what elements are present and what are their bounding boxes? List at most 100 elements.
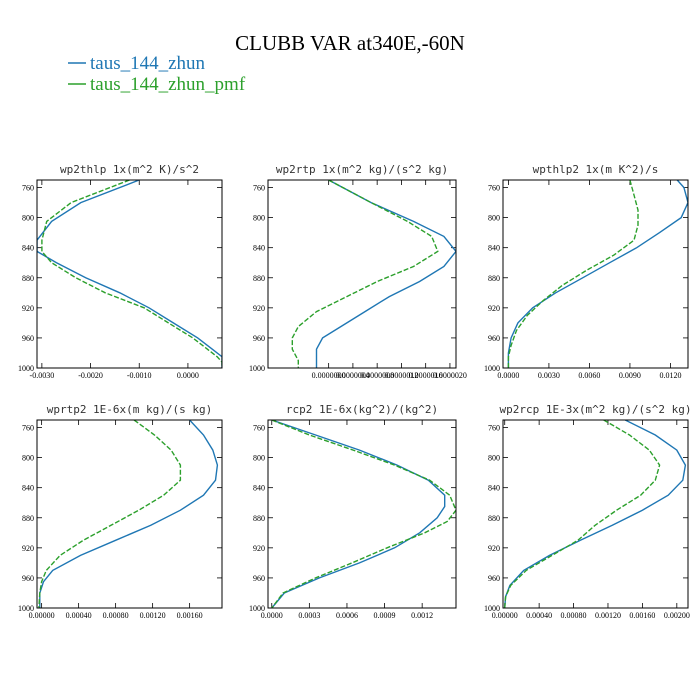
y-tick-label: 920 — [488, 304, 500, 313]
series-line-zhun — [315, 180, 456, 368]
y-tick-label: 800 — [488, 214, 500, 223]
legend-label-zhun: taus_144_zhun — [90, 53, 206, 74]
y-tick-label: 1000 — [18, 604, 34, 613]
y-tick-label: 1000 — [249, 364, 265, 373]
y-tick-label: 960 — [253, 334, 265, 343]
x-tick-label: 0.00080 — [561, 611, 587, 620]
y-tick-label: 920 — [488, 544, 500, 553]
plot-frame — [502, 179, 689, 369]
y-tick-label: 760 — [488, 184, 500, 193]
legend-label-zhun-pmf: taus_144_zhun_pmf — [90, 74, 246, 95]
series-line-zhun-pmf — [507, 180, 639, 368]
plot-frame — [267, 179, 457, 369]
x-tick-label: 0.00120 — [595, 611, 621, 620]
y-tick-label: 920 — [22, 544, 34, 553]
y-tick-label: 880 — [488, 514, 500, 523]
y-tick-label: 1000 — [484, 604, 500, 613]
x-tick-label: 0.0060 — [578, 371, 600, 380]
series-line-zhun-pmf — [271, 420, 456, 608]
x-tick-label: 0.0090 — [619, 371, 641, 380]
y-tick-label: 960 — [253, 574, 265, 583]
y-tick-label: 800 — [22, 454, 34, 463]
y-tick-label: 840 — [488, 484, 500, 493]
x-tick-label: 0.0012 — [411, 611, 433, 620]
panel-5: rcp2 1E-6x(kg^2)/(kg^2) 760 800 840 880 920 96… — [249, 403, 457, 620]
y-tick-label: 880 — [488, 274, 500, 283]
legend: taus_144_zhun taus_144_zhun_pmf — [68, 53, 246, 95]
y-tick-label: 880 — [22, 514, 34, 523]
x-tick-label: 0.0030 — [538, 371, 560, 380]
y-tick-label: 760 — [253, 184, 265, 193]
y-tick-label: 920 — [253, 544, 265, 553]
y-tick-label: 800 — [253, 214, 265, 223]
y-tick-label: 800 — [22, 214, 34, 223]
x-tick-label: 0.0006 — [336, 611, 358, 620]
panel-6: wp2rcp 1E-3x(m^2 kg)/(s^2 kg) 760 800 840 88… — [484, 403, 692, 620]
series-line-zhun — [504, 420, 687, 608]
y-tick-label: 880 — [253, 514, 265, 523]
y-tick-label: 960 — [488, 334, 500, 343]
y-tick-label: 800 — [488, 454, 500, 463]
y-tick-label: 800 — [253, 454, 265, 463]
series-line-zhun — [271, 420, 446, 608]
x-tick-label: -0.0020 — [78, 371, 103, 380]
x-tick-label: -0.0030 — [30, 371, 55, 380]
panel-1: wp2thlp 1x(m^2 K)/s^2 760 800 840 880 920 960 1… — [18, 163, 223, 380]
plot-frame — [267, 419, 457, 609]
panel-title: wp2thlp 1x(m^2 K)/s^2 — [60, 163, 199, 176]
series-line-zhun-pmf — [291, 180, 439, 368]
figure-title: CLUBB VAR at340E,-60N — [235, 31, 465, 55]
y-tick-label: 920 — [253, 304, 265, 313]
x-tick-label: 0.0000 — [497, 371, 519, 380]
y-tick-label: 840 — [22, 484, 34, 493]
y-tick-label: 840 — [488, 244, 500, 253]
x-tick-label: 0.0003 — [298, 611, 320, 620]
x-tick-label: 0.00120 — [140, 611, 166, 620]
panel-title: wp2rcp 1E-3x(m^2 kg)/(s^2 kg) — [499, 403, 691, 416]
x-tick-label: 0.0000012 — [384, 371, 418, 380]
series-line-zhun — [507, 180, 688, 368]
x-tick-label: 0.0009 — [374, 611, 396, 620]
y-tick-label: 880 — [253, 274, 265, 283]
series-line-zhun-pmf — [38, 420, 182, 608]
plot-frame — [36, 419, 223, 609]
panel-4: wprtp2 1E-6x(m kg)/(s kg) 760 800 840 880 920… — [18, 403, 223, 620]
x-tick-label: 0.0000 — [261, 611, 283, 620]
y-tick-label: 1000 — [249, 604, 265, 613]
y-tick-label: 920 — [22, 304, 34, 313]
y-tick-label: 760 — [488, 424, 500, 433]
panel-2: wp2rtp 1x(m^2 kg)/(s^2 kg) 760 800 840 880 92… — [249, 163, 467, 380]
series-line-zhun-pmf — [504, 420, 661, 608]
panel-title: wpthlp2 1x(m K^2)/s — [533, 163, 659, 176]
x-tick-label: 0.00200 — [664, 611, 690, 620]
y-tick-label: 960 — [488, 574, 500, 583]
y-tick-label: 1000 — [18, 364, 34, 373]
panel-title: wp2rtp 1x(m^2 kg)/(s^2 kg) — [276, 163, 448, 176]
x-tick-label: 0.0000016 — [409, 371, 443, 380]
y-tick-label: 760 — [22, 424, 34, 433]
y-tick-label: 840 — [253, 244, 265, 253]
y-tick-label: 760 — [22, 184, 34, 193]
y-tick-label: 840 — [253, 484, 265, 493]
panel-title: wprtp2 1E-6x(m kg)/(s kg) — [47, 403, 213, 416]
panel-title: rcp2 1E-6x(kg^2)/(kg^2) — [286, 403, 438, 416]
y-tick-label: 880 — [22, 274, 34, 283]
series-line-zhun — [39, 420, 219, 608]
x-tick-label: 0.0120 — [659, 371, 681, 380]
x-tick-label: 0.0000 — [177, 371, 199, 380]
y-tick-label: 840 — [22, 244, 34, 253]
x-tick-label: 0.00000 — [29, 611, 55, 620]
y-tick-label: 1000 — [484, 364, 500, 373]
x-tick-label: 0.00160 — [177, 611, 203, 620]
x-tick-label: 0.0000008 — [360, 371, 394, 380]
series-line-zhun — [37, 180, 222, 368]
x-tick-label: 0.0000020 — [433, 371, 467, 380]
plot-frame — [36, 179, 223, 369]
panel-3: wpthlp2 1x(m K^2)/s 760 800 840 880 920 960 100… — [484, 163, 689, 380]
plot-frame — [502, 419, 689, 609]
y-tick-label: 760 — [253, 424, 265, 433]
x-tick-label: 0.00080 — [103, 611, 129, 620]
x-tick-label: -0.0010 — [127, 371, 152, 380]
x-tick-label: 0.00160 — [629, 611, 655, 620]
x-tick-label: 0.0000000 — [312, 371, 346, 380]
